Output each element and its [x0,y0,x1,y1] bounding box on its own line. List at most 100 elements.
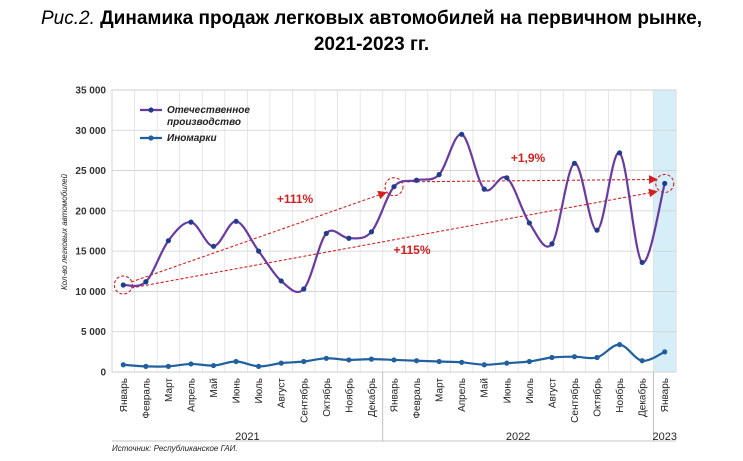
data-point [346,235,352,241]
data-point [256,248,262,254]
legend-label: Отечественное производство [167,105,250,128]
data-point [323,355,329,361]
source-note: Источник: Республиканское ГАИ. [112,444,238,453]
data-point [301,358,307,365]
data-point [346,357,352,363]
x-tick-label: Февраль [141,378,152,419]
x-tick-label: Октябрь [592,378,604,417]
x-tick-label: Июнь [502,378,513,403]
y-tick-label: 10 000 [75,287,106,298]
data-point [391,184,397,190]
series-line-0 [123,133,666,294]
data-point [504,175,510,181]
x-tick-label: Май [209,378,220,398]
highlight-circle [655,173,675,194]
x-tick-label: Май [480,378,491,398]
data-point [188,219,194,225]
y-tick-label: 15 000 [75,247,106,258]
x-tick-label: Июль [254,378,265,404]
data-point [233,218,239,224]
x-tick-label: Сентябрь [298,378,310,423]
x-tick-label: Январь [660,378,671,412]
year-label: 2021 [235,431,259,443]
annotation-label: +1,9% [511,151,546,165]
y-tick-label: 5 000 [81,327,106,338]
x-tick-label: Январь [390,378,401,412]
data-point [413,358,420,364]
data-point [549,241,555,247]
annotation-label: +115% [393,243,430,257]
x-tick-label: Июнь [232,378,243,403]
title-prefix: Рис.2. [40,8,95,29]
data-point [210,362,217,369]
data-point [459,359,465,365]
data-point [120,282,126,288]
year-label: 2022 [506,431,530,443]
data-point [481,186,487,192]
data-point [594,354,600,361]
data-point [165,238,171,244]
legend-marker [148,107,154,113]
y-tick-label: 30 000 [75,126,106,137]
highlight-2023 [653,90,676,372]
x-tick-label: Апрель [186,378,197,412]
data-point [256,363,262,369]
x-tick-label: Август [547,378,558,409]
x-tick-label: Февраль [412,378,423,419]
x-tick-label: Ноябрь [343,378,355,413]
legend-marker [148,135,154,141]
data-point [436,172,442,178]
data-point [278,278,284,284]
annotation-arrow [401,175,658,184]
data-point [143,279,149,285]
data-point [639,358,645,364]
data-point [571,354,578,360]
data-point [413,177,420,183]
y-tick-label: 20 000 [75,206,106,217]
data-point [391,357,397,363]
x-tick-label: Декабрь [366,378,378,417]
plot-area [111,89,677,373]
x-tick-label: Март [435,378,446,402]
data-point [549,354,555,361]
year-label: 2023 [652,431,676,443]
data-point [571,160,578,166]
data-point [617,342,623,348]
chart-title: Рис.2. Динамика продаж легковых автомоби… [0,6,743,58]
title-line2: 2021-2023 гг. [313,34,430,55]
data-point [617,150,623,156]
data-point [301,286,307,292]
x-tick-label: Сентябрь [569,378,581,423]
highlight-circle [384,177,404,197]
data-point [436,358,442,365]
x-tick-label: Март [164,378,175,402]
data-point [594,227,600,233]
x-tick-label: Октябрь [321,378,333,417]
annotation-label: +111% [277,192,314,206]
data-point [323,230,329,237]
y-axis-label: Кол-во легковых автомобилей [60,173,69,290]
data-point [662,349,668,355]
data-point [526,358,532,365]
data-point [165,363,171,369]
x-tick-label: Июль [525,378,536,404]
data-point [278,360,284,366]
annotation-arrow [131,188,658,289]
title-main: Динамика продаж легковых автомобилей на … [100,8,702,29]
data-point [120,362,126,368]
data-point [210,243,217,249]
x-tick-label: Декабрь [637,378,649,417]
y-tick-label: 35 000 [75,86,106,97]
data-point [662,180,668,187]
data-point [459,131,465,137]
y-tick-label: 25 000 [75,166,106,177]
data-point [504,360,510,366]
data-point [368,356,375,362]
data-point [188,361,194,367]
data-point [639,259,645,266]
data-point [526,220,532,226]
data-point [143,363,149,369]
y-tick-label: 0 [100,368,106,379]
x-tick-label: Апрель [457,378,468,412]
